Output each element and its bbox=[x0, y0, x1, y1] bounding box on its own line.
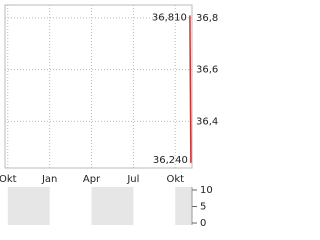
y-tick-label: 10 bbox=[200, 185, 213, 196]
y-tick-label: 36,8 bbox=[196, 13, 218, 24]
y-tick-label: 36,6 bbox=[196, 65, 218, 76]
value-label: 36,810 bbox=[152, 12, 187, 23]
y-tick-label: 5 bbox=[200, 201, 206, 212]
stock-chart: Okt Jan Apr Jul Okt 36,4 36,6 36,8 0 5 10 36,810 36,… bbox=[0, 4, 218, 229]
volume-band bbox=[91, 187, 134, 225]
x-tick-label: Jan bbox=[41, 174, 57, 185]
y-tick-label: 36,4 bbox=[196, 116, 218, 127]
volume-band bbox=[7, 187, 50, 225]
y-tick-label: 0 bbox=[200, 218, 206, 229]
x-tick-label: Okt bbox=[0, 174, 17, 185]
x-tick-label: Okt bbox=[166, 174, 184, 185]
x-tick-label: Apr bbox=[83, 174, 101, 185]
plot-frame bbox=[4, 4, 193, 169]
value-label: 36,240 bbox=[153, 155, 188, 166]
x-tick-label: Jul bbox=[126, 174, 139, 185]
price-line bbox=[189, 15, 192, 163]
volume-band bbox=[175, 187, 192, 225]
